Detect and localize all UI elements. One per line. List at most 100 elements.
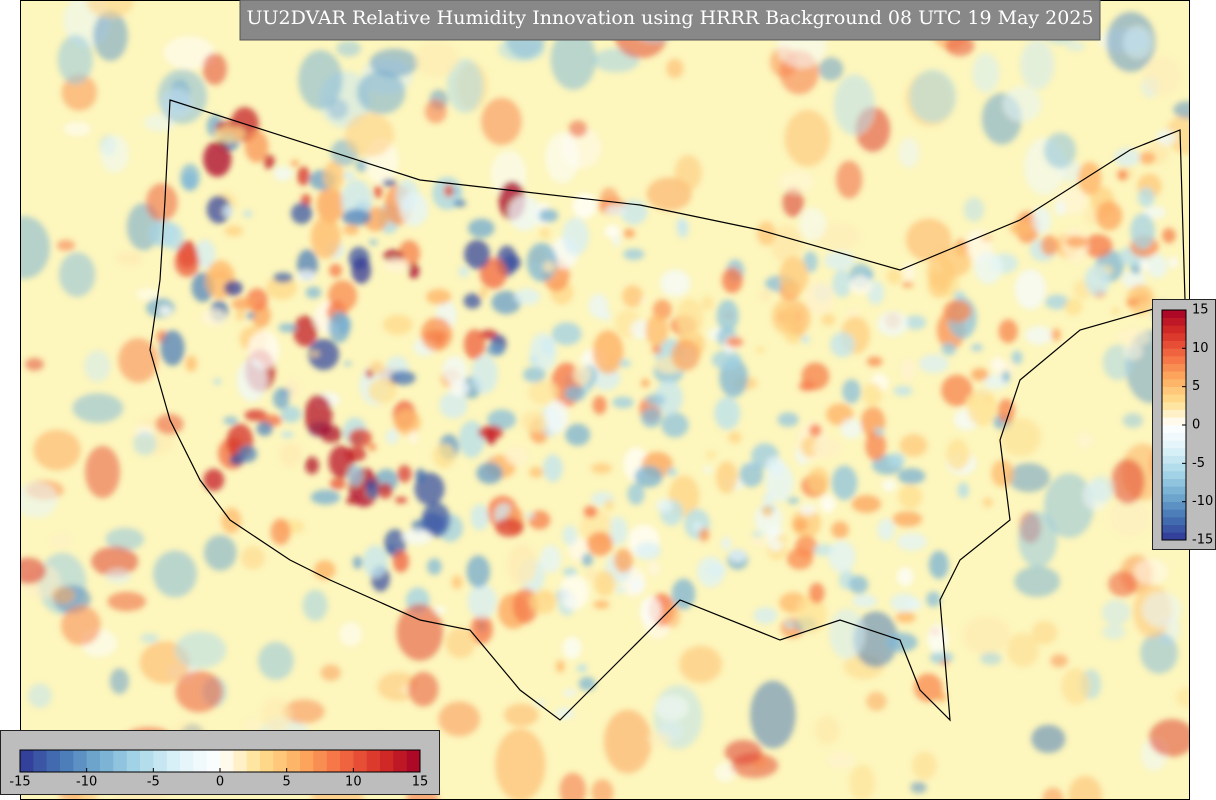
field-patch — [1044, 473, 1095, 538]
field-patch — [213, 126, 246, 143]
field-patch — [278, 323, 297, 333]
field-patch — [634, 465, 663, 488]
field-patch — [163, 223, 184, 251]
colorbar-segment — [1162, 348, 1186, 357]
field-patch — [562, 217, 589, 256]
field-patch — [86, 0, 134, 19]
field-patch — [612, 235, 621, 247]
colorbar-segment — [60, 750, 74, 772]
field-patch — [109, 668, 129, 695]
field-patch — [815, 716, 840, 745]
field-patch — [645, 314, 669, 347]
field-patch — [946, 439, 969, 471]
field-patch — [830, 332, 855, 358]
field-patch — [347, 464, 364, 486]
field-patch — [607, 357, 617, 365]
field-patch — [377, 483, 393, 499]
field-patch — [645, 393, 666, 406]
field-patch — [273, 272, 293, 283]
field-patch — [140, 633, 159, 644]
field-patch — [829, 608, 865, 659]
field-patch — [550, 28, 596, 90]
field-patch — [623, 248, 645, 260]
colorbar-segment — [1162, 432, 1186, 441]
field-patch — [928, 550, 949, 579]
field-patch — [481, 97, 522, 145]
field-patch — [302, 589, 328, 622]
colorbar-tick-label: -5 — [1192, 456, 1205, 471]
field-patch — [943, 299, 972, 323]
field-patch — [1109, 497, 1151, 537]
field-patch — [266, 275, 297, 300]
field-patch — [383, 314, 413, 335]
field-patch — [296, 270, 317, 282]
colorbar-segment — [1162, 371, 1186, 380]
field-patch — [586, 531, 614, 556]
field-patch — [703, 466, 712, 473]
field-patch — [386, 545, 396, 552]
field-patch — [801, 335, 810, 344]
field-patch — [93, 10, 128, 61]
field-patch — [692, 521, 703, 532]
field-patch — [213, 378, 222, 385]
field-patch — [654, 380, 683, 416]
field-patch — [776, 534, 788, 543]
field-patch — [539, 226, 551, 240]
colorbar-segment — [1162, 333, 1186, 341]
field-patch — [849, 275, 873, 295]
field-patch — [329, 477, 346, 490]
field-patch — [1121, 270, 1146, 289]
colorbar-tick-label: 0 — [1192, 418, 1200, 433]
field-patch — [640, 596, 662, 626]
colorbar-segment — [1162, 363, 1186, 372]
field-patch — [466, 555, 491, 588]
field-patch — [444, 184, 454, 198]
field-patch — [1117, 169, 1128, 181]
field-patch — [543, 261, 555, 273]
field-patch — [280, 405, 302, 423]
field-patch — [1032, 206, 1051, 234]
field-patch — [777, 412, 799, 427]
colorbar-segment — [1162, 356, 1186, 364]
field-patch — [1051, 328, 1061, 341]
field-patch — [728, 431, 742, 444]
field-patch — [724, 740, 762, 765]
field-patch — [588, 293, 609, 318]
field-patch — [384, 258, 410, 273]
field-patch — [544, 399, 569, 434]
field-patch — [491, 290, 521, 315]
colorbar-tick-label: 15 — [412, 775, 429, 790]
field-patch — [1018, 511, 1058, 568]
field-patch — [399, 192, 429, 227]
field-patch — [627, 483, 645, 505]
field-patch — [698, 527, 710, 542]
field-patch — [373, 185, 383, 199]
field-patch — [1123, 25, 1153, 59]
field-patch — [367, 443, 377, 452]
field-patch — [591, 779, 614, 800]
field-patch — [401, 528, 433, 545]
field-patch — [91, 546, 139, 577]
field-patch — [514, 288, 541, 306]
field-patch — [605, 204, 627, 217]
field-patch — [467, 583, 497, 619]
field-patch — [568, 120, 588, 138]
field-patch — [655, 498, 673, 512]
colorbar-segment — [1162, 394, 1186, 403]
field-patch — [33, 429, 81, 471]
field-patch — [640, 378, 650, 388]
field-patch — [562, 636, 582, 659]
colorbar-segment — [1162, 501, 1186, 510]
colorbar-segment — [33, 750, 47, 772]
field-patch — [676, 298, 704, 338]
field-patch — [886, 268, 902, 285]
field-patch — [203, 141, 232, 177]
field-patch — [258, 641, 294, 680]
field-patch — [392, 550, 409, 573]
field-patch — [486, 343, 505, 357]
field-patch — [495, 518, 524, 537]
field-patch — [1142, 591, 1182, 628]
field-patch — [967, 389, 997, 427]
field-patch — [25, 358, 44, 371]
field-patch — [752, 531, 763, 538]
